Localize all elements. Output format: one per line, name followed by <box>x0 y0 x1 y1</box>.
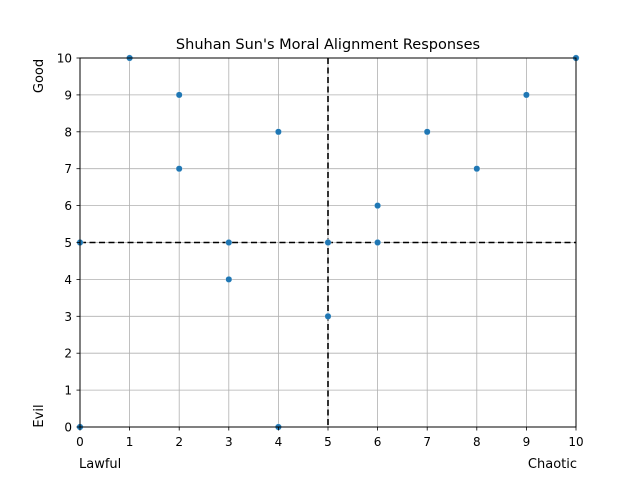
y-tick-label: 0 <box>64 421 72 435</box>
scatter-point <box>523 91 530 99</box>
x-tick-label: 1 <box>126 435 134 449</box>
x-tick-label: 7 <box>423 435 431 449</box>
y-tick-label: 8 <box>64 125 72 139</box>
y-tick-label: 5 <box>64 236 72 250</box>
y-tick-label: 6 <box>64 199 72 213</box>
scatter-point <box>175 91 183 99</box>
y-tick-label: 2 <box>64 347 72 361</box>
scatter-point <box>324 312 332 320</box>
x-tick-label: 3 <box>225 435 233 449</box>
scatter-point <box>374 239 381 246</box>
chart-title: Shuhan Sun's Moral Alignment Responses <box>176 37 480 53</box>
y-tick-label: 9 <box>64 88 72 102</box>
x-low-label: Lawful <box>79 457 121 472</box>
scatter-point <box>374 202 381 209</box>
scatter-point <box>275 128 282 136</box>
scatter-point <box>324 239 332 246</box>
y-tick-label: 1 <box>64 384 72 398</box>
x-tick-label: 4 <box>275 435 283 449</box>
scatter-point <box>473 165 481 173</box>
x-tick-label: 0 <box>76 435 84 449</box>
y-high-label: Good <box>32 59 47 93</box>
y-tick-label: 3 <box>64 310 72 324</box>
x-tick-label: 5 <box>324 435 332 449</box>
x-tick-label: 6 <box>374 435 382 449</box>
scatter-point <box>225 239 233 246</box>
x-tick-label: 10 <box>568 435 583 449</box>
y-tick-label: 10 <box>57 52 72 66</box>
y-low-label: Evil <box>32 404 47 427</box>
axis-ticks: 0 1 2 3 4 5 6 7 8 9 10 0 1 2 3 4 5 6 7 8 9 10 <box>57 52 584 450</box>
x-tick-label: 2 <box>175 435 183 449</box>
scatter-point <box>225 276 233 283</box>
y-tick-label: 7 <box>64 162 72 176</box>
scatter-point <box>175 165 183 173</box>
y-tick-label: 4 <box>64 273 72 287</box>
x-tick-label: 8 <box>473 435 481 449</box>
scatter-point <box>423 128 431 136</box>
x-high-label: Chaotic <box>528 457 577 472</box>
x-tick-label: 9 <box>523 435 531 449</box>
